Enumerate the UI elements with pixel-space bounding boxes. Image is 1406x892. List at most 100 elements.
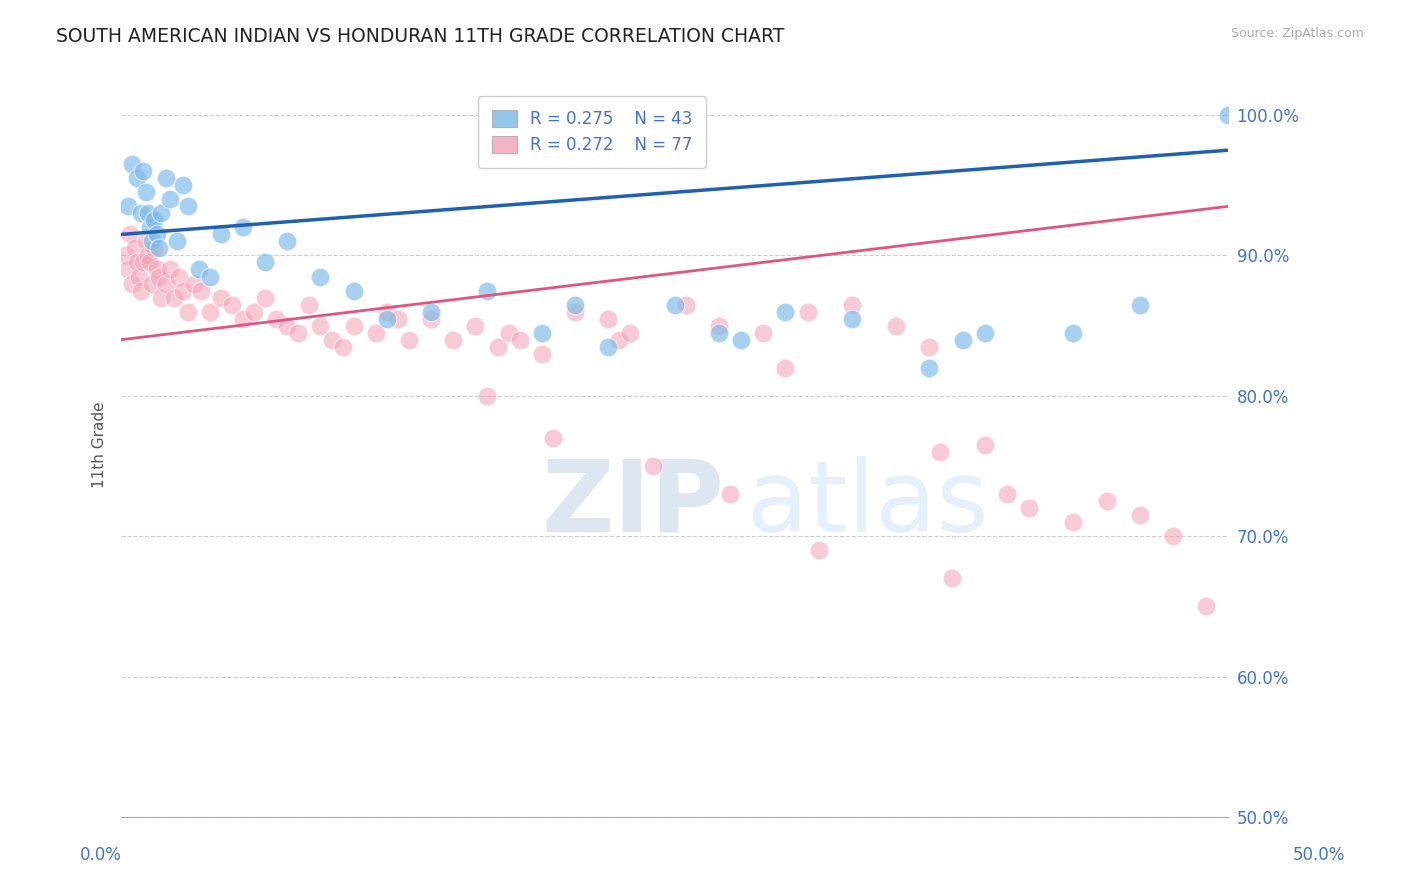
Point [145, 262, 167, 277]
Point [375, 311, 398, 326]
Point [163, 291, 186, 305]
Point [132, 255, 155, 269]
Point [159, 262, 181, 277]
Point [298, 297, 321, 311]
Point [172, 284, 194, 298]
Point [221, 297, 243, 311]
Point [198, 304, 221, 318]
Point [619, 326, 641, 340]
Point [167, 269, 190, 284]
Point [918, 340, 941, 354]
Point [125, 171, 148, 186]
Point [675, 297, 697, 311]
Point [707, 326, 730, 340]
Point [952, 333, 974, 347]
Point [718, 487, 741, 501]
Point [564, 297, 586, 311]
Point [287, 326, 309, 340]
Point [176, 304, 198, 318]
Point [973, 438, 995, 452]
Point [1062, 326, 1084, 340]
Point [141, 277, 163, 291]
Point [807, 543, 830, 558]
Point [209, 291, 232, 305]
Point [664, 297, 686, 311]
Text: ZIP: ZIP [541, 456, 724, 553]
Point [641, 458, 664, 473]
Point [387, 311, 409, 326]
Text: 0.0%: 0.0% [80, 846, 122, 863]
Point [121, 277, 143, 291]
Point [232, 311, 254, 326]
Point [796, 304, 818, 318]
Point [841, 297, 863, 311]
Point [1018, 501, 1040, 516]
Point [343, 318, 366, 333]
Point [264, 311, 287, 326]
Point [1129, 508, 1152, 523]
Point [135, 235, 157, 249]
Point [420, 304, 443, 318]
Point [332, 340, 354, 354]
Point [309, 269, 332, 284]
Point [364, 326, 387, 340]
Point [343, 284, 366, 298]
Point [1129, 297, 1152, 311]
Point [1161, 529, 1184, 543]
Point [125, 255, 148, 269]
Point [155, 277, 177, 291]
Point [155, 171, 177, 186]
Point [166, 235, 188, 249]
Point [841, 311, 863, 326]
Point [420, 311, 443, 326]
Point [941, 571, 963, 585]
Point [243, 304, 266, 318]
Point [135, 186, 157, 200]
Point [509, 333, 531, 347]
Point [198, 269, 221, 284]
Point [973, 326, 995, 340]
Point [139, 255, 162, 269]
Point [929, 445, 952, 459]
Point [564, 304, 586, 318]
Point [598, 340, 620, 354]
Point [541, 431, 564, 445]
Point [486, 340, 509, 354]
Point [190, 284, 212, 298]
Point [475, 389, 498, 403]
Point [187, 262, 209, 277]
Point [150, 206, 173, 220]
Point [995, 487, 1018, 501]
Point [145, 227, 167, 242]
Point [139, 220, 162, 235]
Point [918, 360, 941, 375]
Point [752, 326, 775, 340]
Point [209, 227, 232, 242]
Point [609, 333, 631, 347]
Point [121, 157, 143, 171]
Text: SOUTH AMERICAN INDIAN VS HONDURAN 11TH GRADE CORRELATION CHART: SOUTH AMERICAN INDIAN VS HONDURAN 11TH G… [56, 27, 785, 45]
Point [530, 347, 553, 361]
Point [124, 242, 146, 256]
Point [276, 235, 298, 249]
Y-axis label: 11th Grade: 11th Grade [93, 401, 107, 488]
Legend: R = 0.275    N = 43, R = 0.272    N = 77: R = 0.275 N = 43, R = 0.272 N = 77 [478, 96, 706, 168]
Point [148, 269, 170, 284]
Text: atlas: atlas [747, 456, 988, 553]
Point [321, 333, 343, 347]
Point [475, 284, 498, 298]
Point [129, 284, 152, 298]
Point [150, 291, 173, 305]
Point [176, 199, 198, 213]
Point [159, 192, 181, 206]
Point [730, 333, 752, 347]
Point [1062, 515, 1084, 529]
Point [117, 199, 139, 213]
Point [775, 360, 797, 375]
Point [276, 318, 298, 333]
Point [141, 235, 163, 249]
Point [464, 318, 486, 333]
Point [375, 304, 398, 318]
Point [775, 304, 797, 318]
Point [254, 291, 277, 305]
